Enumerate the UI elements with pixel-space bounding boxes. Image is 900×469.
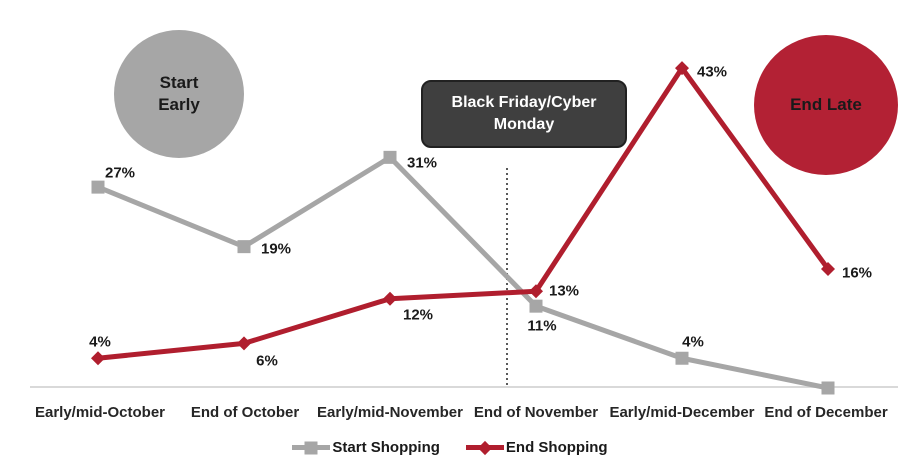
series-line-start-shopping [95, 154, 831, 391]
data-point-marker [821, 381, 835, 395]
start-shopping-line-swatch-icon [292, 441, 331, 454]
legend-item-start-shopping: Start Shopping [292, 439, 440, 456]
end-shopping-line-swatch-icon [465, 440, 504, 455]
data-point-marker [383, 150, 397, 164]
legend-item-end-shopping: End Shopping [465, 439, 608, 456]
data-point-marker [675, 61, 689, 76]
data-point-marker [383, 291, 397, 306]
x-axis-label-early-mid-december: Early/mid-December [609, 404, 755, 421]
annotation-black-friday-box: Black Friday/Cyber Monday [421, 80, 627, 148]
annotation-start-early-circle: Start Early [114, 30, 244, 158]
data-point-marker [91, 180, 105, 194]
data-point-marker [237, 240, 251, 254]
annotation-end-late-circle: End Late [754, 35, 898, 175]
diamond-marker-icon [477, 440, 492, 455]
x-axis-label-early-mid-october: Early/mid-October [34, 404, 166, 421]
x-axis-label-end-of-december: End of December [764, 404, 888, 421]
data-point-marker [821, 261, 835, 276]
chart-legend: Start Shopping End Shopping [0, 439, 900, 456]
data-point-marker [529, 299, 543, 313]
data-point-marker [529, 284, 543, 299]
data-point-marker [91, 351, 105, 366]
series-line-end-shopping [95, 65, 831, 361]
square-marker-icon [304, 441, 318, 454]
x-axis-label-early-mid-november: Early/mid-November [317, 404, 463, 421]
x-axis-label-end-of-november: End of November [473, 404, 599, 421]
legend-label-end-shopping: End Shopping [505, 439, 608, 456]
data-point-marker [675, 351, 689, 365]
data-point-marker [237, 336, 251, 351]
legend-label-start-shopping: Start Shopping [332, 439, 440, 456]
x-axis-label-end-of-october: End of October [190, 404, 300, 421]
